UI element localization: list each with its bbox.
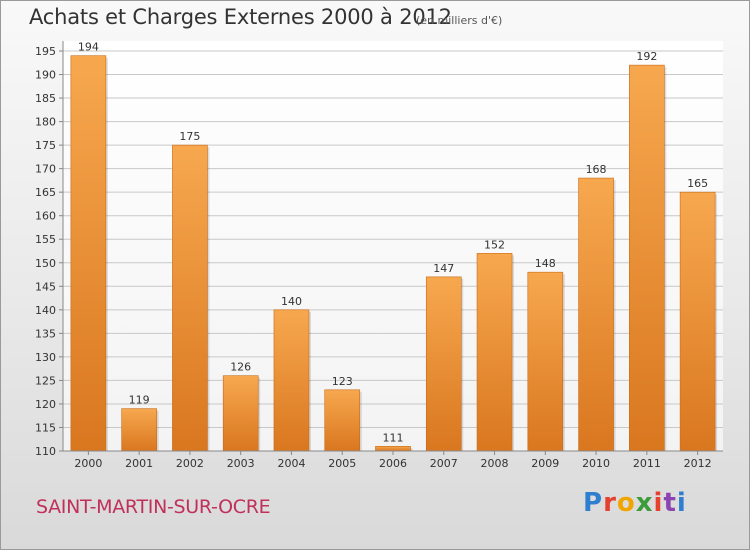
bar-2001	[121, 408, 157, 452]
y-tick-label: 140	[35, 304, 56, 317]
y-tick-label: 165	[35, 186, 56, 199]
y-tick-label: 195	[35, 45, 56, 58]
x-tick-label: 2009	[531, 457, 559, 470]
bar-value-label: 148	[535, 257, 556, 270]
bar-value-label: 147	[433, 262, 454, 275]
bar-2005	[324, 389, 361, 452]
x-tick-label: 2004	[277, 457, 305, 470]
proxiti-logo: Proxiti	[583, 488, 687, 518]
x-tick-label: 2008	[481, 457, 509, 470]
chart-title: Achats et Charges Externes 2000 à 2012	[29, 5, 452, 29]
logo-letter: r	[603, 488, 617, 518]
bar-value-label: 119	[129, 394, 150, 407]
y-tick-label: 190	[35, 69, 56, 82]
bar-2004	[273, 309, 310, 452]
y-tick-label: 185	[35, 92, 56, 105]
x-tick-label: 2001	[125, 457, 153, 470]
bar-2002	[172, 144, 208, 452]
bar-value-label: 152	[484, 238, 505, 251]
bar-value-label: 194	[78, 41, 99, 54]
x-tick-label: 2011	[633, 457, 661, 470]
commune-name: SAINT-MARTIN-SUR-OCRE	[36, 496, 271, 518]
chart-subtitle: (en milliers d'€)	[416, 14, 503, 27]
bar-value-label: 123	[332, 375, 353, 388]
y-tick-label: 125	[35, 374, 56, 387]
x-tick-label: 2007	[430, 457, 458, 470]
logo-letter: o	[616, 488, 636, 518]
y-tick-label: 120	[35, 398, 56, 411]
bar-2007	[425, 276, 462, 452]
y-tick-label: 130	[35, 351, 56, 364]
y-tick-label: 155	[35, 233, 56, 246]
logo-letter: t	[663, 488, 677, 518]
bar-2010	[578, 177, 614, 452]
logo-letter: i	[676, 488, 687, 518]
bar-2003	[222, 375, 259, 452]
x-tick-label: 2005	[328, 457, 356, 470]
x-tick-label: 2003	[227, 457, 255, 470]
bar-value-label: 165	[687, 177, 708, 190]
y-tick-label: 175	[35, 139, 56, 152]
x-tick-label: 2002	[176, 457, 204, 470]
x-tick-label: 2012	[684, 457, 712, 470]
x-tick-label: 2010	[582, 457, 610, 470]
bar-2000	[70, 55, 107, 452]
bar-value-label: 168	[586, 163, 607, 176]
bar-value-label: 126	[230, 361, 251, 374]
y-tick-label: 115	[35, 421, 56, 434]
y-tick-label: 180	[35, 116, 56, 129]
y-tick-label: 170	[35, 163, 56, 176]
bar-2009	[527, 271, 564, 452]
y-tick-label: 160	[35, 210, 56, 223]
x-tick-label: 2000	[74, 457, 102, 470]
y-tick-label: 145	[35, 280, 56, 293]
bar-2012	[679, 191, 716, 452]
logo-letter: x	[635, 488, 654, 518]
bar-2011	[629, 64, 665, 452]
bar-value-label: 111	[383, 431, 404, 444]
bar-value-label: 140	[281, 295, 302, 308]
y-tick-label: 135	[35, 327, 56, 340]
x-tick-label: 2006	[379, 457, 407, 470]
bar-2006	[375, 445, 411, 452]
logo-letter: P	[583, 488, 604, 518]
bar-value-label: 192	[636, 50, 657, 63]
y-tick-label: 150	[35, 257, 56, 270]
logo-letter: i	[653, 488, 664, 518]
y-tick-label: 110	[35, 445, 56, 458]
bar-value-label: 175	[179, 130, 200, 143]
plot-area	[63, 41, 723, 451]
bar-2008	[476, 253, 513, 452]
